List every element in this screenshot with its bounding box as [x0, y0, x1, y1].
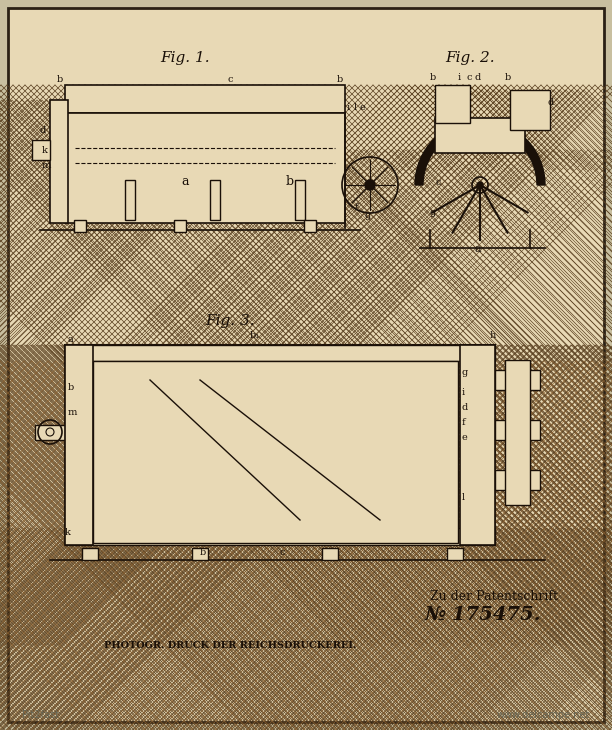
Circle shape — [477, 182, 483, 188]
Text: b: b — [337, 75, 343, 84]
Text: Fig. 2.: Fig. 2. — [445, 51, 495, 65]
Bar — [495, 420, 540, 440]
Bar — [35, 425, 65, 440]
Text: Zu der Patentschrift: Zu der Patentschrift — [430, 590, 558, 603]
Text: c: c — [227, 75, 233, 84]
Bar — [32, 140, 50, 160]
Bar — [82, 548, 98, 560]
Text: i: i — [462, 388, 465, 397]
Text: h: h — [490, 331, 496, 340]
Bar — [65, 345, 93, 545]
Bar — [65, 528, 495, 545]
Text: d: d — [475, 73, 481, 82]
Text: b: b — [286, 175, 294, 188]
Text: l: l — [354, 103, 357, 112]
Bar — [50, 100, 68, 223]
Text: g: g — [430, 208, 436, 217]
Bar — [65, 345, 495, 361]
Wedge shape — [415, 120, 545, 185]
Text: d: d — [462, 403, 468, 412]
Text: c: c — [280, 548, 286, 557]
Text: m: m — [68, 408, 77, 417]
Text: e: e — [462, 433, 468, 442]
Text: f: f — [462, 418, 466, 427]
Bar — [65, 345, 495, 545]
Bar — [495, 370, 540, 390]
Bar — [435, 85, 470, 123]
Text: b: b — [505, 73, 511, 82]
Text: a: a — [68, 335, 74, 344]
Text: PHOTOGR. DRUCK DER REICHSDRUCKEREI.: PHOTOGR. DRUCK DER REICHSDRUCKEREI. — [104, 641, 356, 650]
Text: Fig. 1.: Fig. 1. — [160, 51, 210, 65]
Text: b: b — [430, 73, 436, 82]
Bar — [435, 118, 525, 153]
Text: b: b — [57, 75, 63, 84]
Text: b: b — [68, 383, 74, 392]
Circle shape — [365, 180, 375, 190]
Text: c: c — [467, 73, 472, 82]
Bar — [505, 360, 530, 505]
Text: www.delcampe.net: www.delcampe.net — [497, 710, 590, 720]
Text: d: d — [548, 98, 554, 107]
Text: a: a — [181, 175, 188, 188]
Text: d: d — [40, 126, 47, 135]
Text: g: g — [365, 211, 371, 220]
Text: Fig. 3.: Fig. 3. — [205, 314, 255, 328]
Bar — [93, 361, 458, 543]
Bar — [295, 180, 305, 220]
Text: a: a — [475, 244, 481, 254]
Text: k: k — [65, 528, 71, 537]
Bar — [174, 220, 186, 232]
Bar — [210, 180, 220, 220]
Text: № 175475.: № 175475. — [425, 606, 542, 624]
Text: c: c — [436, 178, 441, 187]
Text: k: k — [42, 146, 48, 155]
Text: b₁: b₁ — [250, 331, 260, 340]
Text: b: b — [200, 548, 206, 557]
Text: m: m — [42, 161, 51, 170]
Text: i: i — [458, 73, 461, 82]
Bar — [192, 548, 208, 560]
Bar — [322, 548, 338, 560]
Bar — [495, 470, 540, 490]
Bar — [510, 90, 550, 130]
Bar — [65, 85, 345, 113]
Bar — [447, 548, 463, 560]
Text: f: f — [355, 203, 359, 212]
Text: i: i — [347, 103, 350, 112]
Bar — [125, 180, 135, 220]
Text: g: g — [462, 368, 468, 377]
Bar — [74, 220, 86, 232]
Bar — [460, 345, 495, 545]
Text: Pit2fast: Pit2fast — [22, 710, 59, 720]
Bar — [304, 220, 316, 232]
Text: l: l — [462, 493, 465, 502]
Text: e: e — [360, 103, 366, 112]
Bar — [65, 113, 345, 223]
